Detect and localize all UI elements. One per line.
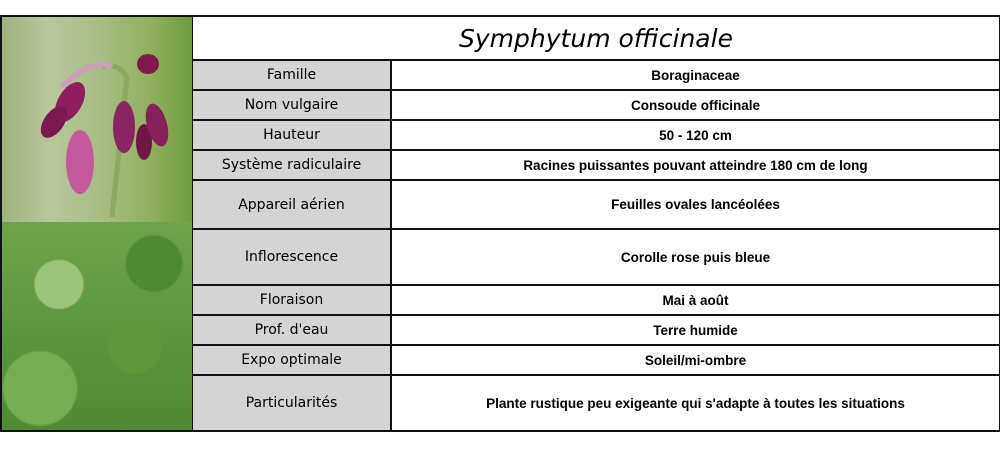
row-label: Floraison xyxy=(193,286,390,314)
table-row: Système radiculaire Racines puissantes po… xyxy=(193,151,999,179)
plant-photo xyxy=(2,222,192,430)
row-value: Feuilles ovales lancéolées xyxy=(392,181,999,228)
plant-sheet: Symphytum officinale Famille Boraginaceae… xyxy=(0,15,1000,432)
species-title: Symphytum officinale xyxy=(193,17,999,59)
row-label: Prof. d'eau xyxy=(193,316,390,344)
table-row: Famille Boraginaceae xyxy=(193,61,999,89)
row-label: Particularités xyxy=(193,376,390,430)
info-table: Symphytum officinale Famille Boraginaceae… xyxy=(193,17,999,430)
row-value: Plante rustique peu exigeante qui s'adap… xyxy=(392,376,999,430)
table-row: Inflorescence Corolle rose puis bleue xyxy=(193,230,999,284)
table-row: Prof. d'eau Terre humide xyxy=(193,316,999,344)
table-row: Nom vulgaire Consoude officinale xyxy=(193,91,999,119)
row-value: Mai à août xyxy=(392,286,999,314)
flower-photo xyxy=(2,17,192,222)
row-value: Boraginaceae xyxy=(392,61,999,89)
row-label: Hauteur xyxy=(193,121,390,149)
row-label: Famille xyxy=(193,61,390,89)
table-row: Expo optimale Soleil/mi-ombre xyxy=(193,346,999,374)
row-value: Corolle rose puis bleue xyxy=(392,230,999,284)
row-value: Consoude officinale xyxy=(392,91,999,119)
row-label: Inflorescence xyxy=(193,230,390,284)
row-label: Système radiculaire xyxy=(193,151,390,179)
photo-column xyxy=(2,17,192,430)
flower-illustration xyxy=(40,54,169,218)
table-row: Floraison Mai à août xyxy=(193,286,999,314)
row-label: Nom vulgaire xyxy=(193,91,390,119)
row-value: Racines puissantes pouvant atteindre 180… xyxy=(392,151,999,179)
row-label: Appareil aérien xyxy=(193,181,390,228)
table-row: Particularités Plante rustique peu exigea… xyxy=(193,376,999,430)
row-value: 50 - 120 cm xyxy=(392,121,999,149)
row-value: Terre humide xyxy=(392,316,999,344)
row-label: Expo optimale xyxy=(193,346,390,374)
row-value: Soleil/mi-ombre xyxy=(392,346,999,374)
table-row: Appareil aérien Feuilles ovales lancéolée… xyxy=(193,181,999,228)
table-row: Hauteur 50 - 120 cm xyxy=(193,121,999,149)
